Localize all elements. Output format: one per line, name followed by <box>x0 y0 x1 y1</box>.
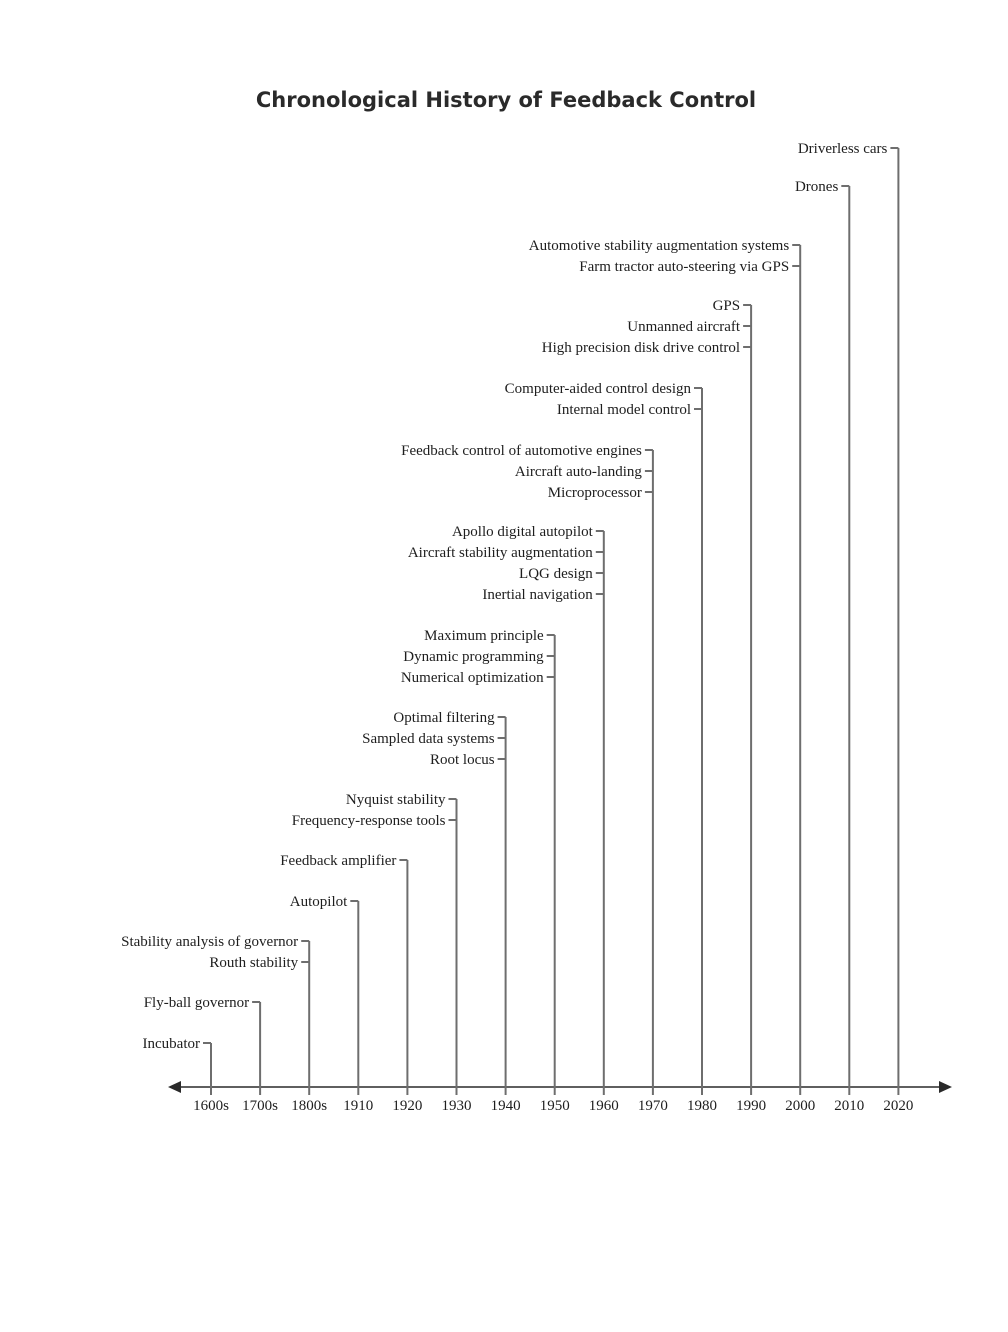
event-label: LQG design <box>519 566 593 582</box>
event-label: Internal model control <box>557 402 691 418</box>
axis-tick-label: 2000 <box>785 1098 815 1114</box>
event-label: Root locus <box>430 752 495 768</box>
axis-tick-label: 1800s <box>291 1098 327 1114</box>
event-label: Optimal filtering <box>393 710 495 726</box>
axis-tick-label: 1910 <box>343 1098 373 1114</box>
event-label: Nyquist stability <box>346 792 446 808</box>
axis-tick-label: 1950 <box>540 1098 570 1114</box>
event-label: Stability analysis of governor <box>121 934 298 950</box>
event-label: Drones <box>795 179 838 195</box>
event-label: Feedback amplifier <box>280 853 396 869</box>
event-label: Farm tractor auto-steering via GPS <box>579 259 789 275</box>
event-label: Feedback control of automotive engines <box>401 443 642 459</box>
event-label: Unmanned aircraft <box>627 319 741 335</box>
event-label: Autopilot <box>290 894 348 910</box>
event-label: Automotive stability augmentation system… <box>529 238 790 254</box>
event-label: Aircraft auto-landing <box>515 464 643 480</box>
axis-tick-label: 1980 <box>687 1098 717 1114</box>
axis-tick-label: 1920 <box>392 1098 422 1114</box>
axis-tick-labels: 1600s 1700s 1800s 1910 1920 1930 1940 1950 1960 1… <box>193 1077 913 1114</box>
event-label: Sampled data systems <box>362 731 495 747</box>
event-label: Driverless cars <box>798 141 888 157</box>
axis-tick-label: 1990 <box>736 1098 766 1114</box>
event-label: Dynamic programming <box>403 649 544 665</box>
event-label: Microprocessor <box>548 485 642 501</box>
axis-tick-label: 1970 <box>638 1098 668 1114</box>
axis-tick-label: 2010 <box>834 1098 864 1114</box>
axis-tick-label: 1960 <box>589 1098 619 1114</box>
axis-right-arrowhead <box>939 1081 952 1093</box>
event-label: Routh stability <box>209 955 298 971</box>
axis-tick-label: 1600s <box>193 1098 229 1114</box>
time-axis <box>168 1081 952 1093</box>
event-label: Numerical optimization <box>401 670 544 686</box>
event-label: Apollo digital autopilot <box>452 524 594 540</box>
event-label: GPS <box>713 298 741 314</box>
event-label: High precision disk drive control <box>542 340 740 356</box>
event-label: Fly-ball governor <box>144 995 249 1011</box>
period-stems: Incubator Fly-ball governor Stability anal… <box>121 141 900 1077</box>
event-label: Frequency-response tools <box>292 813 446 829</box>
event-label: Aircraft stability augmentation <box>408 545 593 561</box>
event-label: Incubator <box>143 1036 200 1052</box>
event-label: Maximum principle <box>424 628 544 644</box>
event-label: Computer-aided control design <box>505 381 692 397</box>
axis-tick-label: 1700s <box>242 1098 278 1114</box>
axis-left-arrowhead <box>168 1081 181 1093</box>
axis-tick-label: 1940 <box>491 1098 521 1114</box>
axis-tick-label: 2020 <box>883 1098 913 1114</box>
diagram-title: Chronological History of Feedback Contro… <box>256 88 756 112</box>
event-label: Inertial navigation <box>482 587 593 603</box>
axis-tick-label: 1930 <box>442 1098 472 1114</box>
